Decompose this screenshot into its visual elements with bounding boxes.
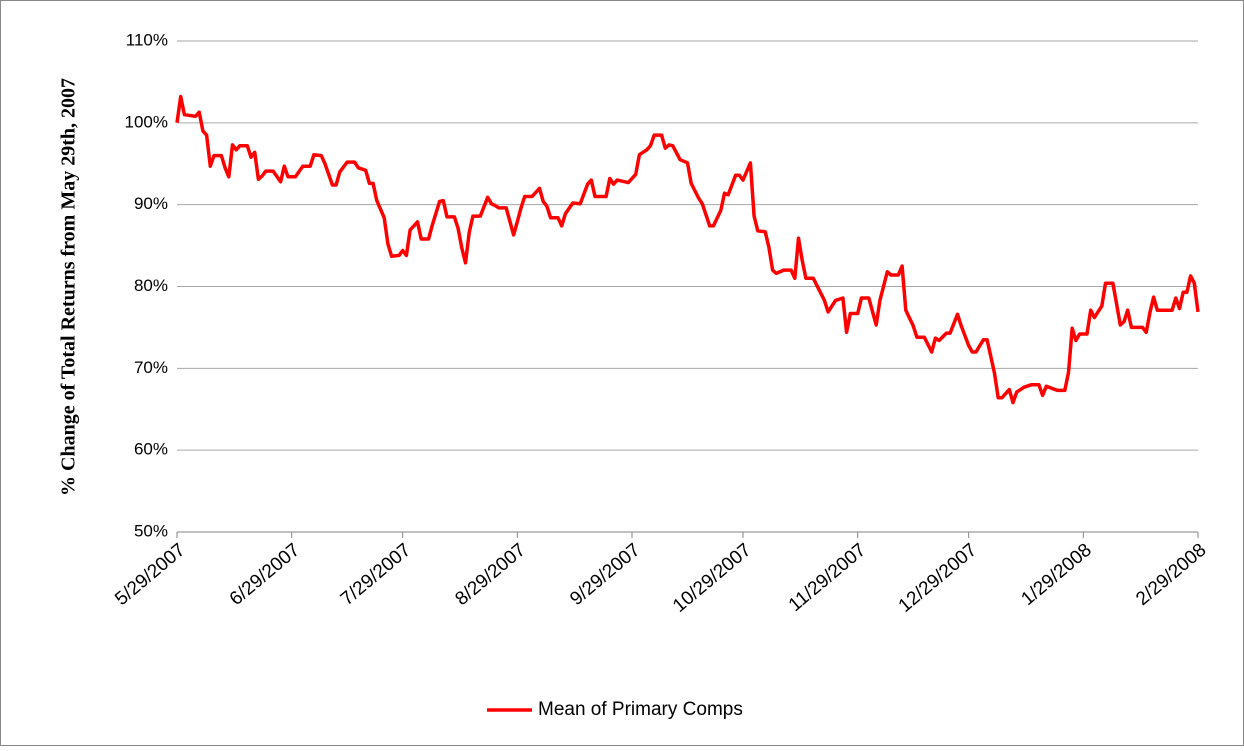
y-tick-label: 110% <box>126 30 168 49</box>
y-tick-label: 90% <box>134 194 168 213</box>
y-tick-label: 60% <box>134 440 168 459</box>
y-tick-label: 100% <box>125 112 168 131</box>
y-tick-label: 80% <box>134 276 168 295</box>
y-tick-label: 70% <box>134 358 168 377</box>
y-axis-label: % Change of Total Returns from May 29th,… <box>58 78 80 496</box>
legend-label: Mean of Primary Comps <box>538 699 743 720</box>
y-tick-label: 50% <box>134 521 168 540</box>
data-line <box>175 94 1200 405</box>
